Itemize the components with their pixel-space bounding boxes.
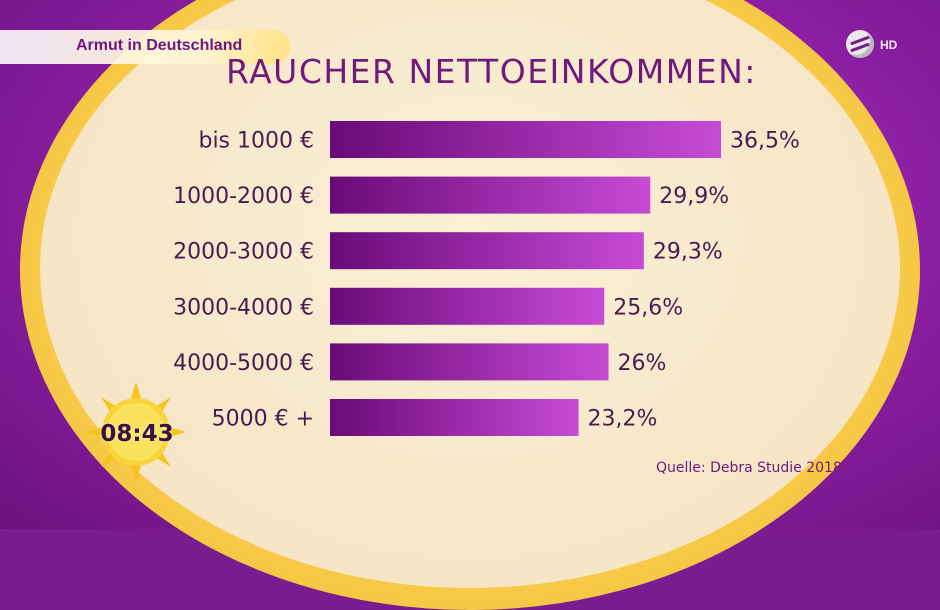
headline-text: Armut in Deutschland	[76, 37, 243, 54]
channel-logo-icon	[846, 30, 874, 58]
category-label: 3000-4000 €	[173, 295, 314, 320]
sun-icon	[86, 382, 186, 482]
category-label: 4000-5000 €	[173, 351, 314, 376]
category-label: bis 1000 €	[198, 129, 314, 154]
clock-display: 08:43	[100, 421, 174, 447]
bar-chart: bis 1000 € 36,5% 1000-2000 € 29,9% 2000-3000…	[173, 121, 800, 436]
category-label: 1000-2000 €	[173, 184, 314, 209]
bar	[330, 399, 579, 436]
headline-banner: Armut in Deutschland	[0, 30, 290, 64]
value-label: 29,9%	[659, 184, 729, 209]
value-label: 23,2%	[588, 407, 658, 432]
bar	[330, 121, 721, 158]
bar	[330, 343, 609, 381]
bar	[330, 287, 605, 325]
bar	[330, 232, 644, 270]
value-label: 25,6%	[613, 295, 683, 320]
value-label: 36,5%	[730, 129, 800, 154]
value-label: 29,3%	[653, 240, 723, 265]
chart-source: Quelle: Debra Studie 2018	[656, 460, 842, 476]
category-label: 2000-3000 €	[173, 240, 314, 265]
chart-title: RAUCHER NETTOEINKOMMEN:	[226, 52, 757, 91]
category-label: 5000 € +	[212, 407, 314, 432]
hd-badge: HD	[880, 38, 898, 52]
value-label: 26%	[618, 351, 667, 376]
bar	[330, 176, 651, 214]
